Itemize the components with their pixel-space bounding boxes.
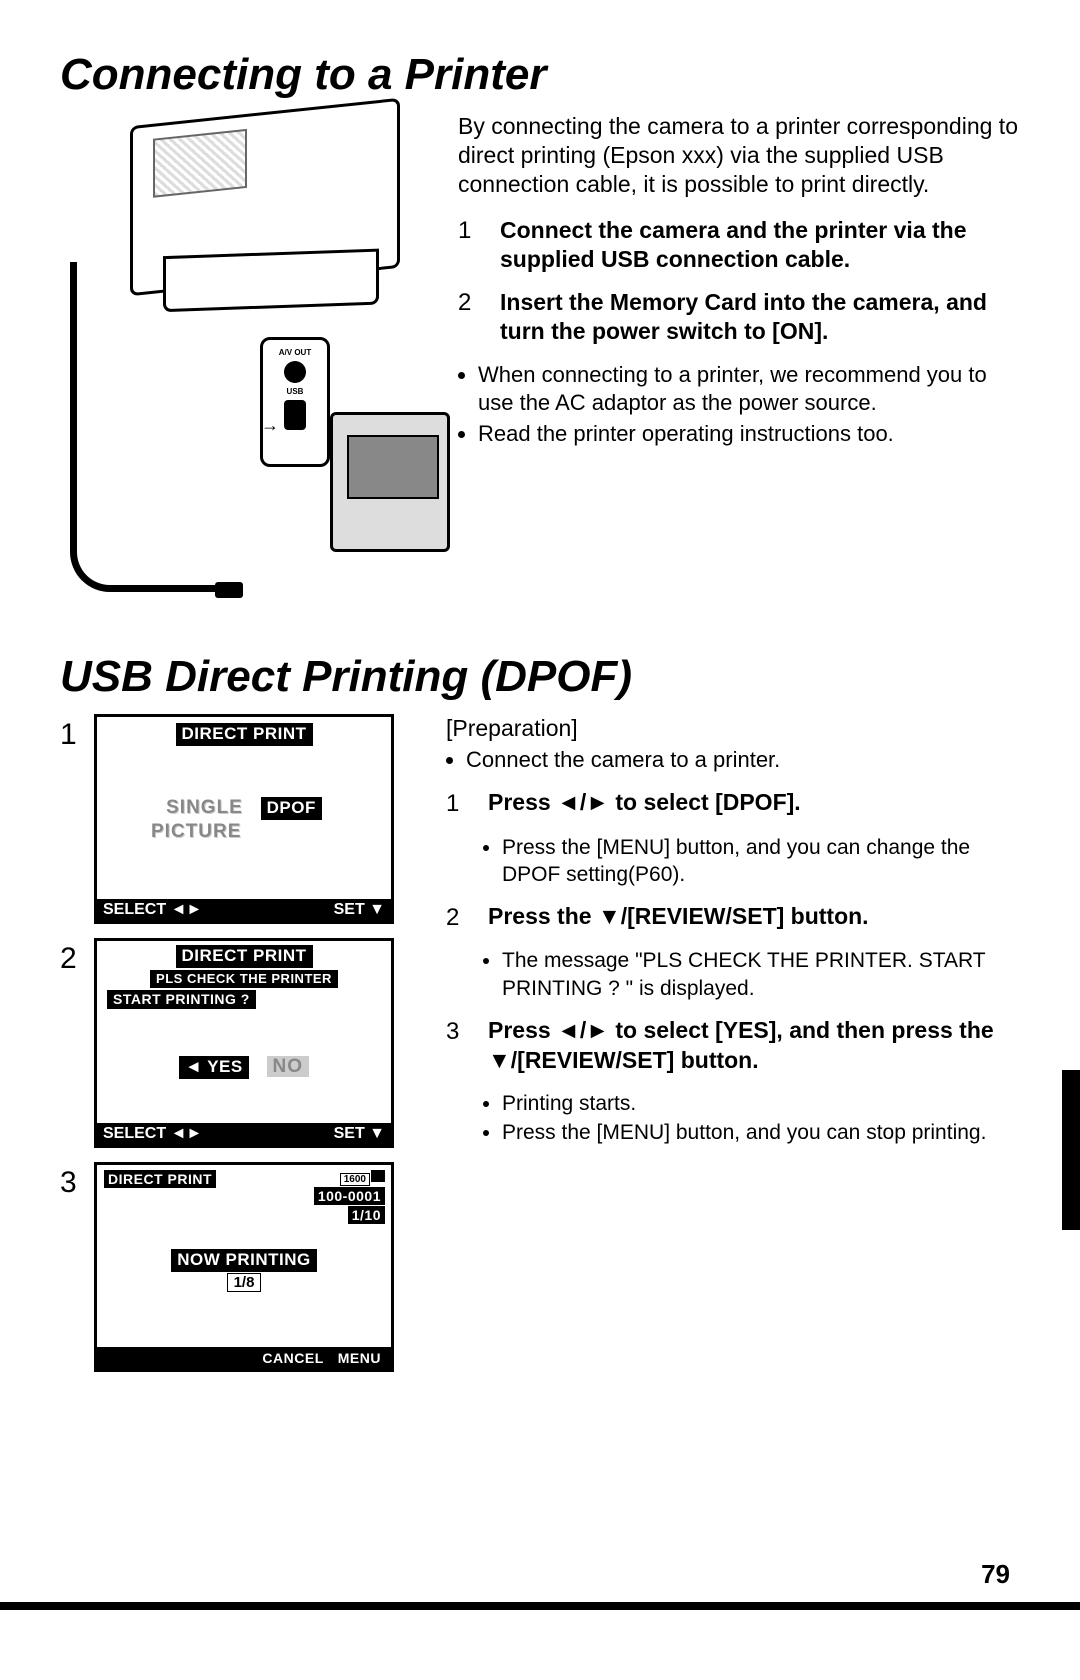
s2-step1-sub1: Press the [MENU] button, and you can cha…	[502, 834, 1020, 889]
screen3-count: 1/8	[227, 1273, 262, 1292]
camera-icon	[330, 412, 450, 552]
usb-cable-end	[140, 585, 220, 592]
screen1-bar-left: SELECT ◄►	[103, 901, 202, 919]
screen3-menu: MENU	[334, 1349, 385, 1367]
step1-text: Connect the camera and the printer via t…	[500, 216, 1020, 274]
screens-column: 1 DIRECT PRINT SINGLE DPOF PICTURE SELEC…	[60, 714, 420, 1386]
screen2-yes: ◄ YES	[179, 1056, 249, 1079]
s2-step1-text: Press ◄/► to select [DPOF].	[488, 788, 1020, 819]
screen1-picture: PICTURE	[151, 821, 241, 842]
screen1-single: SINGLE	[166, 797, 243, 818]
section2-text: [Preparation] Connect the camera to a pr…	[446, 714, 1020, 1386]
screen1-dpof: DPOF	[261, 797, 322, 820]
avout-label: A/V OUT	[271, 348, 319, 357]
step1-num: 1	[458, 216, 480, 274]
screen3-title: DIRECT PRINT	[103, 1169, 217, 1189]
section1-text: By connecting the camera to a printer co…	[458, 112, 1020, 592]
screen2-bar-left: SELECT ◄►	[103, 1125, 202, 1143]
screen2-title: DIRECT PRINT	[176, 945, 313, 968]
screen3: DIRECT PRINT 1600 100-0001 1/10 NOW PRIN…	[94, 1162, 394, 1372]
screen1-title: DIRECT PRINT	[176, 723, 313, 746]
section1-note1: When connecting to a printer, we recomme…	[478, 361, 1020, 416]
screen2-no: NO	[267, 1056, 310, 1077]
screen2-bar-right: SET ▼	[334, 1125, 385, 1143]
preparation-label: [Preparation]	[446, 714, 1020, 744]
section2-title: USB Direct Printing (DPOF)	[60, 652, 1020, 702]
s2-step2-num: 2	[446, 902, 468, 933]
s2-step1-num: 1	[446, 788, 468, 819]
s2-step3-sub2: Press the [MENU] button, and you can sto…	[502, 1119, 1020, 1146]
s2-step2-text: Press the ▼/[REVIEW/SET] button.	[488, 902, 1020, 933]
screen1: DIRECT PRINT SINGLE DPOF PICTURE SELECT …	[94, 714, 394, 924]
side-tab	[1062, 1070, 1080, 1230]
s2-step3-sub1: Printing starts.	[502, 1090, 1020, 1117]
screen1-index: 1	[60, 714, 94, 752]
footer-line	[0, 1602, 1080, 1610]
usb-cable	[70, 262, 150, 592]
page-number: 79	[981, 1559, 1010, 1590]
screen3-cancel: CANCEL	[258, 1349, 327, 1367]
screen3-badge3: 1/10	[348, 1206, 385, 1224]
s2-step3-num: 3	[446, 1016, 468, 1076]
screen1-bar-right: SET ▼	[334, 901, 385, 919]
screen3-badge2: 100-0001	[314, 1187, 385, 1205]
s2-step3-text: Press ◄/► to select [YES], and then pres…	[488, 1016, 1020, 1076]
avout-port-icon	[284, 361, 306, 383]
step2-text: Insert the Memory Card into the camera, …	[500, 288, 1020, 346]
camera-sockets: A/V OUT USB →	[260, 337, 330, 467]
arrow-icon: →	[261, 415, 279, 436]
section1-title: Connecting to a Printer	[60, 50, 1020, 100]
screen3-badge1: 1600	[340, 1173, 370, 1186]
usb-label: USB	[271, 387, 319, 396]
section1-intro: By connecting the camera to a printer co…	[458, 112, 1020, 198]
printer-icon	[130, 98, 400, 296]
connection-diagram: A/V OUT USB →	[60, 112, 430, 592]
preparation-bullet: Connect the camera to a printer.	[466, 746, 1020, 775]
screen2-line2: START PRINTING ?	[107, 990, 256, 1009]
screen2: DIRECT PRINT PLS CHECK THE PRINTER START…	[94, 938, 394, 1148]
step2-num: 2	[458, 288, 480, 346]
screen2-index: 2	[60, 938, 94, 976]
screen2-line1: PLS CHECK THE PRINTER	[150, 970, 338, 988]
screen3-index: 3	[60, 1162, 94, 1200]
usb-port-icon	[284, 400, 306, 430]
screen3-nowprinting: NOW PRINTING	[171, 1249, 317, 1272]
usb-plug-icon	[215, 582, 243, 598]
s2-step2-sub1: The message "PLS CHECK THE PRINTER. STAR…	[502, 947, 1020, 1002]
section1-note2: Read the printer operating instructions …	[478, 420, 1020, 448]
